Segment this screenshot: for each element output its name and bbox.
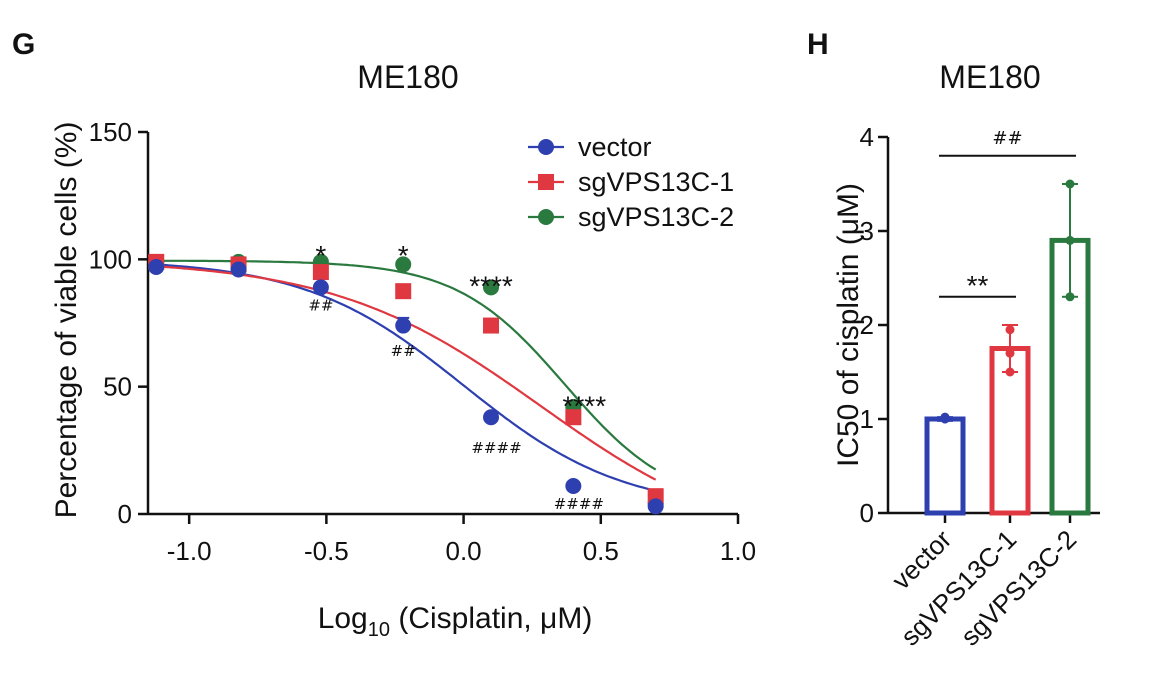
panel-letter-g: G bbox=[12, 28, 35, 61]
data-point bbox=[312, 279, 329, 296]
chart-g-legend: vector sgVPS13C-1 sgVPS13C-2 bbox=[528, 132, 734, 232]
data-point bbox=[647, 498, 664, 515]
y-tick-label: 2 bbox=[860, 310, 874, 340]
data-point bbox=[148, 258, 165, 275]
replicate-point bbox=[1005, 367, 1015, 377]
significance-label: ## bbox=[992, 128, 1022, 149]
chart-g-x-axis-title: Log10 (Cisplatin, μM) bbox=[318, 602, 593, 641]
replicate-point bbox=[1065, 292, 1075, 302]
y-tick-label: 1 bbox=[860, 404, 874, 434]
replicate-point bbox=[940, 412, 950, 422]
data-point bbox=[565, 409, 582, 426]
significance-label: #### bbox=[554, 495, 604, 513]
data-point bbox=[395, 283, 412, 300]
y-tick-label: 4 bbox=[860, 122, 874, 152]
legend-label: vector bbox=[578, 132, 652, 162]
data-point bbox=[483, 279, 500, 296]
significance-label: ## bbox=[308, 296, 333, 314]
data-point bbox=[483, 317, 500, 334]
significance-label: #### bbox=[471, 439, 521, 457]
chart-g-title: ME180 bbox=[357, 59, 458, 95]
legend-label: sgVPS13C-2 bbox=[578, 202, 734, 232]
y-tick-label: 50 bbox=[103, 372, 132, 402]
x-tick-label: 0.0 bbox=[446, 536, 482, 566]
bar bbox=[924, 416, 966, 516]
replicate-point bbox=[1065, 179, 1075, 189]
chart-h-annotations: ** ## bbox=[939, 128, 1076, 301]
data-point bbox=[395, 256, 412, 273]
y-tick-label: 100 bbox=[89, 244, 132, 274]
chart-g-annotations: * *********############ bbox=[308, 240, 606, 513]
x-tick-label: -0.5 bbox=[304, 536, 349, 566]
chart-g-y-axis-title: Percentage of viable cells (%) bbox=[50, 122, 83, 519]
significance-label: **** bbox=[563, 390, 607, 421]
significance-label: * bbox=[315, 240, 326, 271]
chart-g-axes: 0 50 100 150 -1.0 -0.5 0.0 0.5 1.0 bbox=[89, 117, 756, 566]
significance-label: ** bbox=[967, 270, 989, 301]
y-tick-label: 3 bbox=[860, 216, 874, 246]
chart-h-bars bbox=[924, 179, 1091, 516]
legend-label: sgVPS13C-1 bbox=[578, 167, 734, 197]
panel-letter-h: H bbox=[807, 28, 829, 61]
x-tick-label: 0.5 bbox=[583, 536, 619, 566]
legend-marker bbox=[538, 174, 554, 190]
data-point bbox=[395, 317, 412, 334]
replicate-point bbox=[1005, 348, 1015, 358]
data-point bbox=[230, 261, 247, 278]
replicate-point bbox=[1005, 325, 1015, 335]
y-tick-label: 0 bbox=[860, 498, 874, 528]
x-axis-title-rest: (Cisplatin, μM) bbox=[390, 602, 592, 635]
y-tick-label: 150 bbox=[89, 117, 132, 147]
x-tick-label: -1.0 bbox=[167, 536, 212, 566]
data-point bbox=[312, 264, 329, 281]
chart-h-y-axis-title: IC50 of cisplatin (μM) bbox=[832, 183, 865, 467]
replicate-point bbox=[1065, 235, 1075, 245]
significance-label: ## bbox=[391, 342, 416, 360]
chart-h-title: ME180 bbox=[939, 59, 1040, 95]
data-point bbox=[483, 409, 500, 426]
data-point bbox=[565, 477, 582, 494]
x-tick-label: 1.0 bbox=[720, 536, 756, 566]
x-axis-title-subscript: 10 bbox=[368, 619, 390, 641]
significance-label: * bbox=[398, 240, 409, 271]
significance-label: **** bbox=[469, 271, 513, 302]
legend-marker bbox=[538, 209, 554, 225]
chart-g-points bbox=[148, 253, 664, 515]
x-axis-title-main: Log bbox=[318, 602, 368, 635]
legend-marker bbox=[538, 139, 554, 155]
y-tick-label: 0 bbox=[118, 499, 132, 529]
